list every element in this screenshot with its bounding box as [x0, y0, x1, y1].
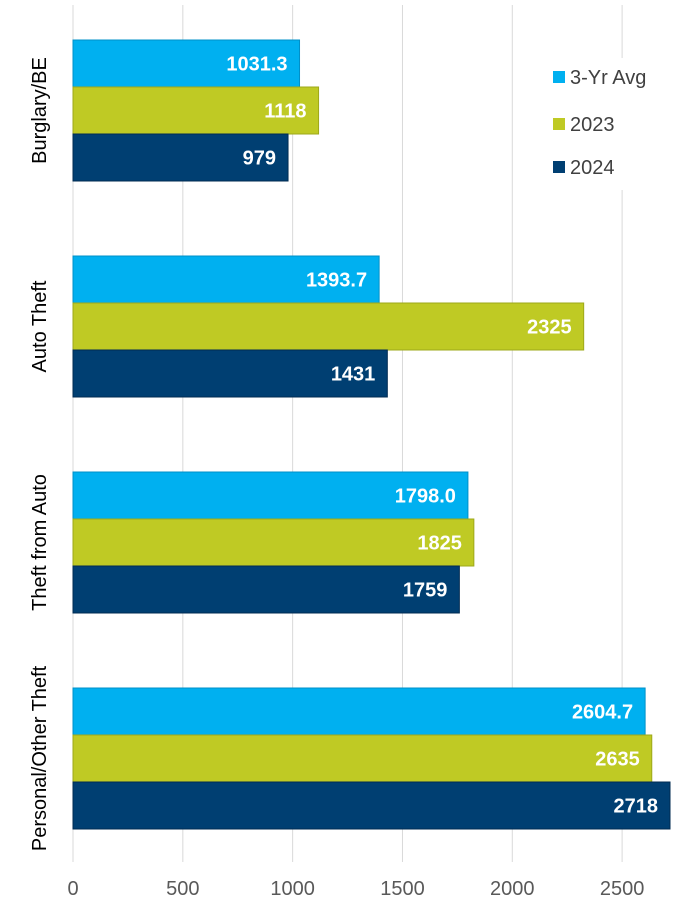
data-label: 1393.7: [306, 270, 367, 292]
legend-swatch-2024: [553, 161, 565, 173]
data-label: 979: [243, 148, 276, 170]
bar: [72, 565, 460, 614]
data-label: 1031.3: [226, 54, 287, 76]
legend-label-3yr-avg: 3-Yr Avg: [570, 67, 646, 89]
category-label: Theft from Auto: [29, 474, 51, 611]
category-label: Personal/Other Theft: [29, 665, 51, 851]
bar: [72, 255, 380, 304]
bar: [72, 781, 671, 830]
x-tick-label: 2500: [600, 878, 645, 900]
legend-swatch-3yr-avg: [553, 71, 565, 83]
bar: [72, 471, 469, 520]
data-label: 1798.0: [395, 486, 456, 508]
category-labels: Burglary/BE Auto Theft Theft from Auto Pers…: [29, 57, 51, 851]
bar: [72, 302, 585, 351]
data-label: 2718: [614, 796, 659, 818]
bar: [72, 349, 388, 398]
legend-swatch-2023: [553, 118, 565, 130]
legend-label-2024: 2024: [570, 157, 615, 179]
bar: [72, 518, 475, 567]
bar: [72, 86, 320, 135]
legend-label-2023: 2023: [570, 114, 615, 136]
x-tick-label: 500: [166, 878, 199, 900]
bar: [72, 687, 646, 736]
data-label: 2325: [527, 317, 572, 339]
x-tick-label: 2000: [490, 878, 535, 900]
legend: 3-Yr Avg 2023 2024: [545, 58, 646, 190]
data-labels: 1031.3 1118 979 1393.7 2325 1431 1798.0 1825 175…: [226, 54, 658, 818]
data-label: 1118: [264, 101, 306, 123]
data-label: 2635: [595, 749, 640, 771]
x-tick-label: 1000: [270, 878, 315, 900]
data-label: 1825: [417, 533, 462, 555]
x-axis-tick-labels: 0 500 1000 1500 2000 2500: [67, 878, 644, 900]
bar: [72, 133, 289, 182]
data-label: 1431: [331, 364, 376, 386]
data-label: 2604.7: [572, 702, 633, 724]
bars: [72, 39, 671, 830]
data-label: 1759: [403, 580, 448, 602]
x-tick-label: 0: [67, 878, 78, 900]
x-tick-label: 1500: [380, 878, 425, 900]
category-label: Auto Theft: [29, 280, 51, 372]
bar: [72, 734, 653, 783]
category-label: Burglary/BE: [29, 57, 51, 164]
